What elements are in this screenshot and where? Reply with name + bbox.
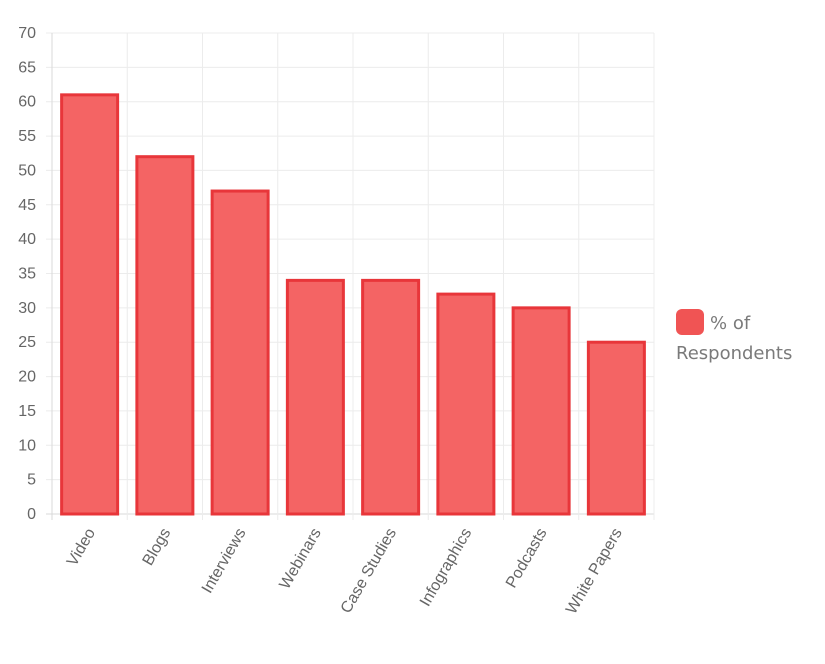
y-tick-label: 45 [18,197,36,214]
bar-interviews [210,189,270,516]
x-tick-label: Case Studies [338,526,400,617]
x-tick-label: Interviews [199,526,250,597]
bar-podcasts [511,306,571,516]
bar-infographics [436,292,496,516]
y-tick-label: 20 [18,369,36,386]
legend[interactable]: % of Respondents [676,309,816,369]
bar-video [60,93,120,516]
x-tick-label: Blogs [140,526,175,569]
y-tick-label: 70 [18,25,36,42]
x-tick-label: Infographics [417,526,475,610]
x-tick-label: Webinars [276,526,324,593]
x-tick-label: Video [64,525,99,569]
bar-blogs [135,155,195,516]
bar-webinars [285,278,345,516]
y-tick-label: 60 [18,94,36,111]
y-tick-label: 65 [18,59,36,76]
y-tick-label: 10 [18,437,36,454]
y-tick-label: 25 [18,334,36,351]
bar-layer [60,93,646,516]
x-tick-label: White Papers [563,526,626,618]
y-tick-label: 50 [18,162,36,179]
y-tick-label: 0 [27,506,36,523]
x-axis: Video Blogs Interviews Webinars Case Studies… [64,525,626,617]
legend-swatch [676,309,704,335]
y-tick-label: 35 [18,266,36,283]
legend-label: % of Respondents [676,313,793,364]
y-tick-label: 40 [18,231,36,248]
y-tick-label: 5 [27,472,36,489]
y-tick-label: 30 [18,300,36,317]
y-tick-label: 15 [18,403,36,420]
y-axis: 0 5 10 15 20 25 30 35 40 45 50 55 60 65 70 [18,25,36,523]
x-tick-label: Podcasts [503,526,551,591]
bar-white-papers [586,340,646,516]
bar-case-studies [361,278,421,516]
y-tick-label: 55 [18,128,36,145]
